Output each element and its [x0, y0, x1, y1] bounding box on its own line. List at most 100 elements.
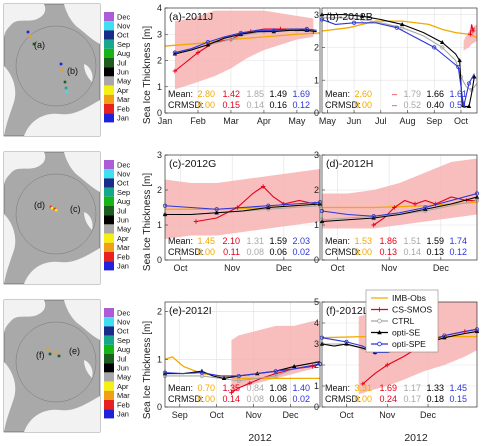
series-marker-opti-spe: [394, 25, 399, 30]
series-marker-ctrl: [236, 378, 241, 383]
stats-crmsd-label: CRMSD:: [325, 394, 361, 404]
colorbar-month-label: Sep: [117, 336, 130, 345]
buoy-track-point: [55, 352, 59, 356]
series-marker-opti-se: [221, 375, 227, 380]
series-marker-cs-smos: [247, 380, 253, 386]
stats-crmsd-value: 0.15: [449, 394, 467, 404]
stats-mean-value: 1.17: [403, 383, 421, 393]
stats-crmsd-value: 0.52: [403, 100, 421, 110]
colorbar-cell: [104, 94, 114, 104]
colorbar-month-label: Aug: [117, 345, 130, 354]
colorbar-month-label: Jan: [117, 262, 129, 271]
y-tick-label: 0: [157, 402, 162, 412]
series-marker-opti-se: [291, 364, 297, 369]
map-land: [24, 100, 100, 136]
stats-mean-label: Mean:: [168, 89, 193, 99]
colorbar-cell: [104, 58, 114, 68]
stats-mean-value: 1.66: [426, 89, 444, 99]
y-tick-label: 1: [314, 220, 319, 230]
colorbar-month-label: Mar: [117, 95, 130, 104]
colorbar-month-label: Jan: [117, 114, 129, 123]
panel-title: (e)-2012I: [169, 305, 212, 317]
legend-marker: [377, 330, 382, 335]
stats-mean-value: 1.42: [222, 89, 240, 99]
chart-panel-a: 0 1 2 3 4 Jan Feb Mar Apr May (a)-2011J Mean:CRMSD:…: [157, 3, 321, 126]
series-marker-opti-spe: [456, 64, 461, 70]
stats-crmsd-value: –: [392, 100, 397, 110]
series-line-opti-se: [165, 361, 320, 379]
series-line-opti-se: [322, 196, 477, 223]
series-line-opti-spe: [322, 192, 477, 217]
series-line-cs-smos: [231, 363, 320, 394]
y-tick-label: 3: [314, 10, 319, 20]
y-tick-label: 5: [314, 297, 319, 307]
series-marker-opti-spe: [351, 20, 357, 25]
colorbar-month-label: Feb: [117, 400, 130, 409]
y-axis-label: Sea Ice Thickness [m]: [142, 321, 153, 419]
map-land: [84, 64, 93, 82]
y-tick-label: 1: [157, 354, 162, 364]
colorbar-month-label: Oct: [117, 327, 129, 336]
stats-crmsd-value: 0.16: [269, 100, 287, 110]
colorbar-month-label: Dec: [117, 160, 130, 169]
series-marker-cs-smos: [392, 205, 397, 210]
stats-mean-value: 1.33: [426, 383, 444, 393]
series-marker-opti-se: [205, 42, 211, 47]
series-marker-opti-se: [304, 27, 310, 32]
series-marker-cs-smos: [360, 381, 365, 387]
colorbar-cell: [104, 308, 114, 318]
series-marker-opti-spe: [214, 207, 219, 212]
stats-crmsd-value: 0.13: [426, 247, 444, 257]
y-tick-label: 1: [314, 381, 319, 391]
buoy-track-point: [48, 352, 52, 356]
series-marker-opti-se: [359, 13, 365, 18]
x-tick-label: Dec: [276, 263, 293, 273]
y-tick-label: 2: [314, 43, 319, 53]
colorbar-cell: [104, 206, 114, 216]
colorbar-month-label: Dec: [117, 12, 130, 21]
x-tick-label: Sep: [426, 116, 442, 126]
x-tick-label: Oct: [210, 410, 225, 420]
series-marker-opti-se: [440, 40, 445, 45]
x-tick-label: Oct: [339, 410, 354, 420]
series-marker-cs-smos: [273, 371, 278, 376]
colorbar-cell: [104, 187, 114, 197]
stats-mean-value: 1.59: [269, 236, 287, 246]
stats-crmsd-label: CRMSD:: [168, 100, 204, 110]
colorbar-month-label: Nov: [117, 22, 130, 31]
colorbar-month-label: May: [117, 225, 131, 234]
y-tick-label: 2: [157, 307, 162, 317]
colorbar-month-label: Jun: [117, 216, 129, 225]
colorbar-cell: [104, 224, 114, 234]
buoy-track-point: [54, 208, 58, 212]
y-tick-label: 0: [314, 108, 319, 118]
series-line-imb-obs: [165, 32, 320, 47]
buoy-track-point: [60, 68, 64, 72]
map-buoy-label: (e): [69, 346, 80, 356]
y-axis-label: Sea Ice Thickness [m]: [142, 173, 153, 271]
stats-crmsd-value: 0.14: [222, 394, 240, 404]
legend-label: CS-SMOS: [392, 305, 432, 315]
legend-label: opti-SPE: [392, 339, 426, 349]
colorbar-month-label: Dec: [117, 308, 130, 317]
chart-panel-b: 0 1 2 3 May Jun Jul Aug Sep Oct (b)-2012B Mean:CRMS…: [314, 7, 478, 126]
series-marker-opti-spe: [172, 50, 177, 55]
map-buoy-label: (d): [34, 200, 45, 210]
stats-crmsd-value: 0.00: [197, 247, 215, 257]
series-marker-cs-smos: [371, 222, 376, 228]
series-marker-opti-spe: [238, 30, 243, 36]
stats-crmsd-value: 0.11: [223, 247, 240, 257]
legend-label: opti-SE: [392, 328, 420, 338]
stats-crmsd-value: 0.02: [292, 394, 310, 404]
y-tick-label: 3: [157, 29, 162, 39]
colorbar-month-label: Jul: [117, 58, 127, 67]
colorbar-month-label: Feb: [117, 104, 130, 113]
buoy-track-point: [64, 86, 68, 90]
y-tick-label: 1: [157, 82, 162, 92]
stats-crmsd-value: 0.40: [426, 100, 444, 110]
colorbar-month-label: Oct: [117, 31, 129, 40]
series-line-ctrl: [165, 363, 320, 382]
latitude-circle: [15, 25, 97, 107]
